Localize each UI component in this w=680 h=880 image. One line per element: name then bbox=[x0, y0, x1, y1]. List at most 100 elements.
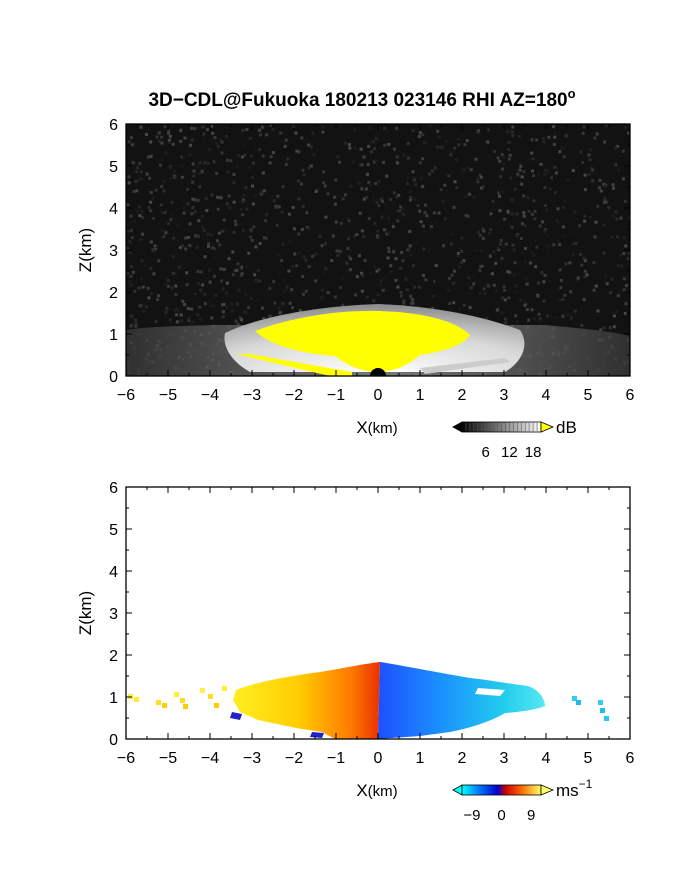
noise-pixel bbox=[582, 125, 586, 129]
noise-pixel bbox=[280, 259, 284, 263]
noise-pixel bbox=[573, 210, 577, 214]
noise-pixel bbox=[250, 238, 254, 242]
snr-x-tick-label: 6 bbox=[626, 387, 635, 404]
noise-pixel bbox=[228, 206, 232, 210]
noise-pixel bbox=[203, 255, 207, 259]
noise-pixel bbox=[272, 199, 276, 203]
noise-pixel bbox=[481, 227, 485, 231]
noise-pixel bbox=[225, 281, 229, 285]
noise-pixel bbox=[383, 126, 387, 130]
noise-pixel bbox=[538, 317, 542, 321]
noise-pixel bbox=[206, 244, 210, 248]
noise-pixel bbox=[466, 214, 470, 218]
noise-pixel bbox=[537, 312, 541, 316]
noise-pixel bbox=[514, 284, 518, 288]
noise-pixel bbox=[615, 217, 619, 221]
noise-pixel bbox=[408, 198, 412, 202]
noise-pixel bbox=[136, 166, 140, 170]
noise-pixel bbox=[219, 196, 223, 200]
noise-pixel bbox=[563, 288, 567, 292]
noise-pixel bbox=[180, 155, 184, 159]
noise-pixel bbox=[437, 211, 441, 215]
noise-pixel bbox=[271, 151, 275, 155]
noise-pixel bbox=[191, 320, 195, 324]
noise-pixel bbox=[182, 211, 186, 215]
noise-pixel bbox=[467, 276, 471, 280]
noise-pixel bbox=[564, 134, 568, 138]
noise-pixel bbox=[582, 257, 586, 261]
noise-pixel bbox=[447, 276, 451, 280]
noise-pixel bbox=[311, 131, 315, 135]
noise-pixel bbox=[183, 136, 187, 140]
noise-pixel bbox=[175, 313, 179, 317]
noise-pixel bbox=[341, 197, 345, 201]
noise-pixel bbox=[527, 318, 531, 322]
noise-pixel bbox=[501, 167, 505, 171]
noise-pixel bbox=[265, 212, 269, 216]
noise-pixel bbox=[225, 291, 229, 295]
noise-pixel bbox=[439, 188, 443, 192]
noise-pixel bbox=[517, 134, 521, 138]
noise-pixel bbox=[462, 259, 466, 263]
noise-pixel bbox=[554, 316, 558, 320]
noise-pixel bbox=[140, 259, 144, 263]
noise-pixel bbox=[221, 310, 225, 314]
noise-pixel bbox=[248, 235, 252, 239]
noise-pixel bbox=[626, 257, 630, 261]
noise-pixel bbox=[513, 291, 517, 295]
noise-pixel bbox=[530, 250, 534, 254]
noise-pixel bbox=[523, 246, 527, 250]
noise-pixel bbox=[249, 228, 253, 232]
noise-pixel bbox=[172, 248, 176, 252]
noise-pixel bbox=[204, 197, 208, 201]
noise-pixel bbox=[276, 257, 280, 261]
noise-pixel bbox=[460, 260, 464, 264]
noise-pixel bbox=[224, 134, 228, 138]
noise-pixel bbox=[450, 242, 454, 246]
noise-pixel bbox=[421, 133, 425, 137]
noise-pixel bbox=[215, 141, 219, 145]
noise-pixel bbox=[622, 236, 626, 240]
noise-pixel bbox=[244, 293, 248, 297]
noise-pixel bbox=[196, 165, 200, 169]
noise-pixel bbox=[509, 176, 513, 180]
noise-pixel bbox=[172, 236, 176, 240]
noise-pixel bbox=[558, 298, 562, 302]
noise-pixel bbox=[194, 234, 198, 238]
noise-pixel bbox=[602, 326, 606, 330]
noise-pixel bbox=[574, 242, 578, 246]
noise-pixel bbox=[297, 232, 301, 236]
noise-pixel bbox=[206, 161, 210, 165]
noise-pixel bbox=[399, 294, 403, 298]
noise-pixel bbox=[457, 264, 461, 268]
noise-pixel bbox=[494, 261, 498, 265]
noise-pixel bbox=[389, 270, 393, 274]
figure-title: 3D−CDL@Fukuoka 180213 023146 RHI AZ=180o bbox=[148, 86, 575, 111]
noise-pixel bbox=[616, 294, 620, 298]
noise-pixel bbox=[569, 290, 573, 294]
noise-pixel bbox=[142, 309, 146, 313]
doppler-colorbar: ms−1 −9 0 9 bbox=[452, 777, 593, 824]
noise-pixel bbox=[144, 305, 148, 309]
noise-pixel bbox=[561, 235, 565, 239]
noise-pixel bbox=[547, 135, 551, 139]
noise-pixel bbox=[383, 184, 387, 188]
noise-pixel bbox=[277, 271, 281, 275]
noise-pixel bbox=[322, 271, 326, 275]
noise-pixel bbox=[184, 236, 188, 240]
noise-pixel bbox=[499, 175, 503, 179]
doppler-echo-region bbox=[128, 662, 609, 739]
noise-pixel bbox=[259, 133, 263, 137]
noise-pixel bbox=[566, 178, 570, 182]
noise-pixel bbox=[411, 243, 415, 247]
noise-pixel bbox=[489, 212, 493, 216]
velocity-speck bbox=[208, 694, 213, 699]
noise-pixel bbox=[502, 244, 506, 248]
noise-pixel bbox=[387, 142, 391, 146]
noise-pixel bbox=[258, 279, 262, 283]
noise-pixel bbox=[223, 227, 227, 231]
noise-pixel bbox=[511, 133, 515, 137]
noise-pixel bbox=[583, 214, 587, 218]
